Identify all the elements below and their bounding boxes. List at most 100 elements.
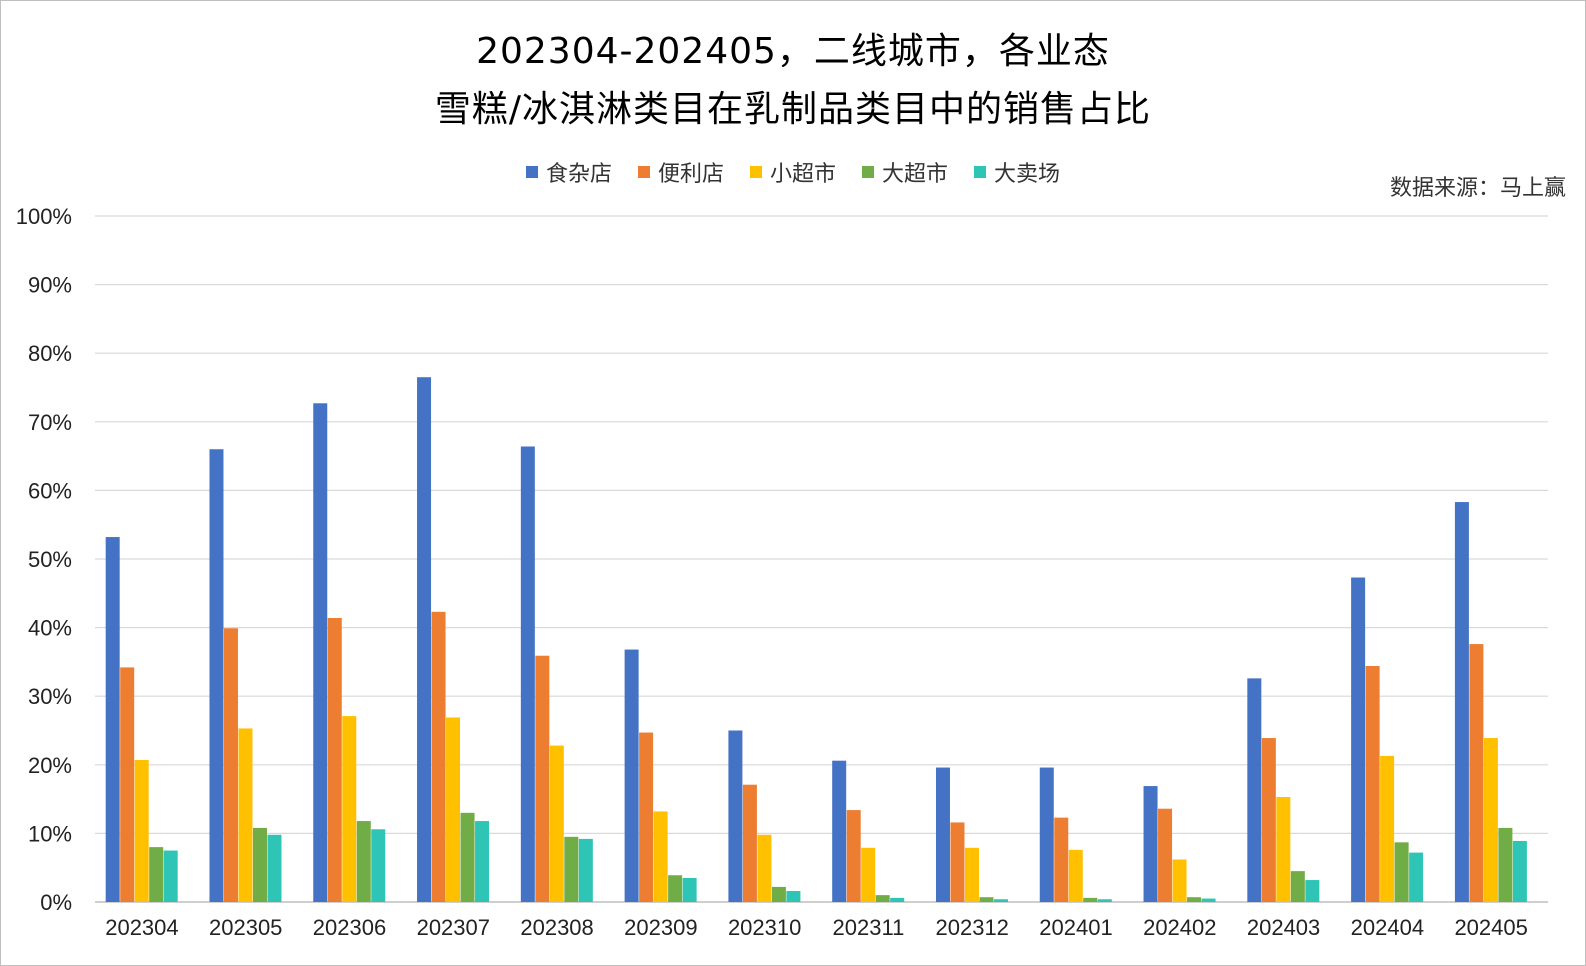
bar-202305-series-3 <box>238 728 253 902</box>
bar-202403-series-2 <box>1261 738 1276 902</box>
bar-202306-series-5 <box>371 829 386 902</box>
bar-202405-series-5 <box>1512 840 1527 902</box>
bar-202402-series-2 <box>1158 808 1173 902</box>
y-tick-label: 60% <box>28 478 72 503</box>
bar-202307-series-1 <box>417 377 432 903</box>
bar-202307-series-5 <box>475 821 490 902</box>
legend-label-series-5: 大卖场 <box>994 162 1061 187</box>
bar-202304-series-1 <box>105 537 120 902</box>
x-tick-label: 202405 <box>1454 915 1527 940</box>
legend-item-series-4: 大超市 <box>862 156 948 188</box>
y-tick-label: 90% <box>28 273 72 298</box>
bar-202404-series-2 <box>1365 666 1380 902</box>
bar-202405-series-2 <box>1469 644 1484 902</box>
bar-202306-series-1 <box>313 403 328 902</box>
bar-202308-series-2 <box>535 655 550 902</box>
legend-item-series-5: 大卖场 <box>974 156 1060 188</box>
bar-202405-series-4 <box>1498 827 1513 902</box>
bar-202308-series-1 <box>520 446 535 902</box>
bar-202305-series-1 <box>209 449 224 902</box>
x-tick-label: 202310 <box>728 915 801 940</box>
legend-item-series-1: 食杂店 <box>525 156 612 188</box>
bar-202402-series-3 <box>1172 859 1187 902</box>
bar-202402-series-4 <box>1187 897 1202 902</box>
bar-202401-series-2 <box>1054 817 1069 902</box>
bar-202312-series-2 <box>950 822 965 902</box>
bar-202308-series-4 <box>564 836 579 902</box>
bar-202307-series-4 <box>460 812 475 902</box>
x-tick-label: 202304 <box>105 915 178 940</box>
bar-202401-series-5 <box>1097 899 1112 902</box>
y-tick-label: 30% <box>28 684 72 709</box>
bar-202402-series-1 <box>1143 786 1158 902</box>
data-source-note: 数据来源：马上赢 <box>1389 176 1566 201</box>
y-tick-label: 80% <box>28 341 72 366</box>
legend-swatch-series-4 <box>862 166 874 178</box>
axis-layer: 0% 10% 20% 30% 40% 50% 60% 70% 80% 90% 100% 202304 2… <box>16 204 1528 940</box>
x-tick-label: 202403 <box>1247 915 1320 940</box>
chart-legend: 食杂店 便利店 小超市 大超市 大卖场 <box>0 156 1586 188</box>
y-tick-label: 20% <box>28 753 72 778</box>
bar-202304-series-4 <box>149 847 164 902</box>
bar-202404-series-1 <box>1351 577 1366 902</box>
bar-202306-series-3 <box>342 716 357 902</box>
bar-202404-series-3 <box>1380 755 1395 902</box>
x-tick-label: 202402 <box>1143 915 1216 940</box>
legend-swatch-series-2 <box>637 166 650 178</box>
bar-202307-series-2 <box>431 611 446 902</box>
bar-202305-series-5 <box>267 834 282 902</box>
y-tick-label: 40% <box>28 616 72 641</box>
bar-202309-series-3 <box>653 811 668 902</box>
legend-swatch-series-3 <box>749 166 762 178</box>
y-tick-label: 50% <box>28 547 72 572</box>
legend-label-series-3: 小超市 <box>769 162 836 187</box>
x-tick-label: 202306 <box>313 915 386 940</box>
bar-202308-series-3 <box>549 745 564 902</box>
x-tick-label: 202307 <box>417 915 490 940</box>
y-tick-label: 70% <box>28 410 72 435</box>
bar-202403-series-3 <box>1276 797 1291 902</box>
bar-202401-series-3 <box>1068 849 1083 902</box>
legend-label-series-4: 大超市 <box>882 162 949 187</box>
x-tick-label: 202309 <box>624 915 697 940</box>
x-tick-label: 202308 <box>520 915 593 940</box>
x-tick-label: 202312 <box>936 915 1009 940</box>
bars-layer <box>105 377 1527 903</box>
grid-layer <box>95 215 1548 903</box>
bar-202401-series-4 <box>1083 897 1098 902</box>
y-tick-label: 10% <box>28 821 72 846</box>
bar-202311-series-1 <box>832 760 847 902</box>
bar-202309-series-1 <box>624 649 639 902</box>
bar-202404-series-5 <box>1409 852 1424 902</box>
bar-202304-series-2 <box>120 667 135 902</box>
bar-202312-series-5 <box>993 899 1008 902</box>
legend-item-series-2: 便利店 <box>637 156 724 188</box>
bar-202309-series-2 <box>639 732 654 902</box>
x-tick-label: 202401 <box>1039 915 1112 940</box>
bar-202312-series-4 <box>979 897 994 902</box>
bar-202405-series-1 <box>1454 502 1469 902</box>
x-tick-label: 202404 <box>1351 915 1424 940</box>
legend-item-series-3: 小超市 <box>749 156 836 188</box>
bar-202403-series-5 <box>1305 880 1320 902</box>
x-tick-label: 202311 <box>833 915 905 940</box>
chart-title-line-1: 202304-202405，二线城市，各业态 <box>476 31 1110 72</box>
legend-swatch-series-5 <box>974 166 987 178</box>
y-tick-label: 100% <box>16 204 72 229</box>
legend-label-series-1: 食杂店 <box>545 162 612 187</box>
legend-swatch-series-1 <box>525 166 538 178</box>
bar-202309-series-4 <box>668 875 683 902</box>
bar-202312-series-3 <box>964 847 979 902</box>
bar-202403-series-4 <box>1290 871 1305 902</box>
bar-202403-series-1 <box>1247 678 1262 902</box>
bar-202307-series-3 <box>446 717 461 902</box>
x-tick-label: 202305 <box>209 915 282 940</box>
legend-label-series-2: 便利店 <box>657 162 724 187</box>
bar-202310-series-4 <box>771 886 786 902</box>
bar-202306-series-4 <box>356 821 371 902</box>
bar-202402-series-5 <box>1201 898 1216 902</box>
bar-202311-series-4 <box>875 895 890 902</box>
bar-202304-series-3 <box>134 759 149 902</box>
